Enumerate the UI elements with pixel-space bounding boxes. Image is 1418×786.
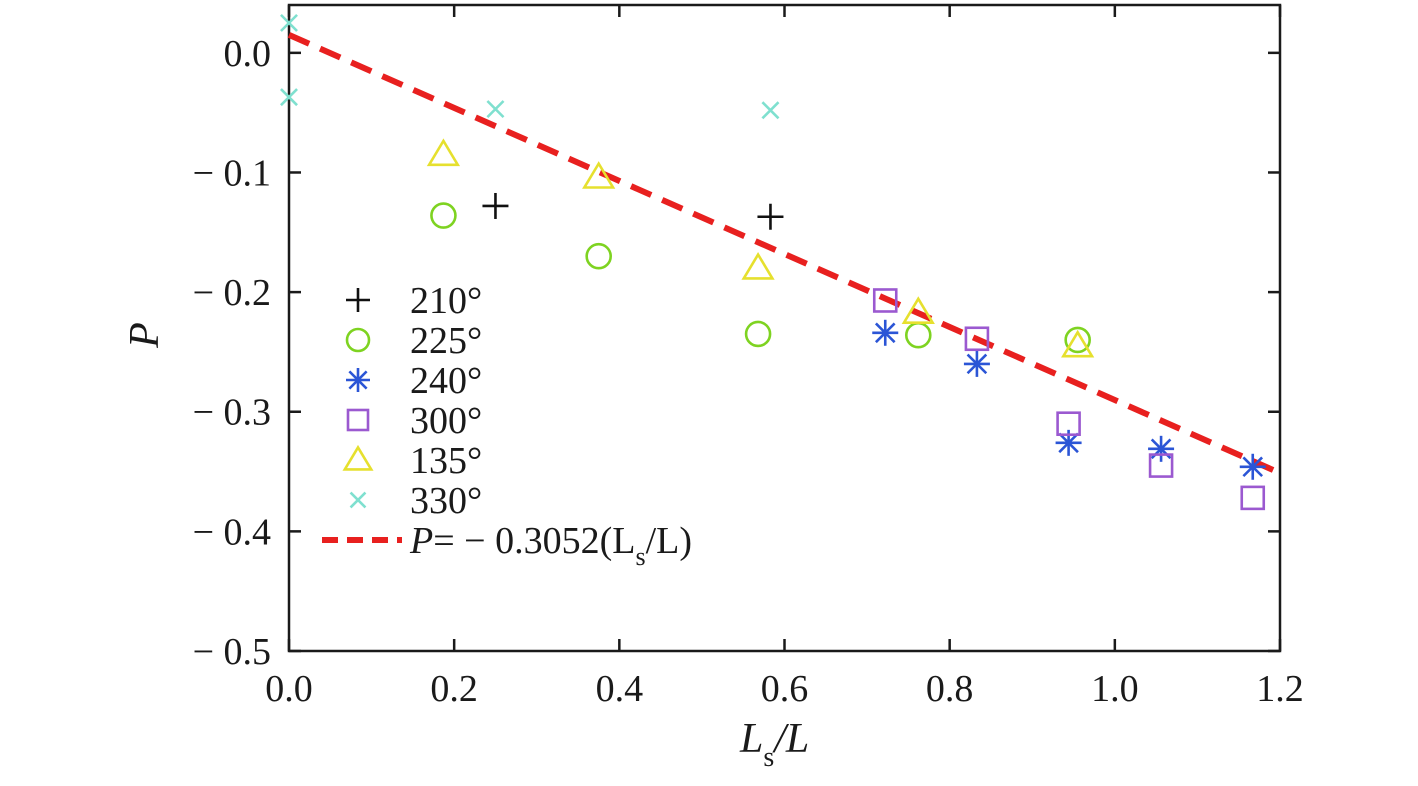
data-point-plus xyxy=(482,192,509,219)
x-axis-label-sub: s xyxy=(763,742,774,773)
data-point-x xyxy=(486,100,505,119)
data-point-square xyxy=(1056,411,1081,437)
legend-marker-square xyxy=(346,408,370,432)
legend-label: 225° xyxy=(410,320,482,362)
data-point-circle xyxy=(904,321,932,349)
x-axis-label-main: L xyxy=(739,716,763,762)
x-axis-label-tail: /L xyxy=(772,716,809,762)
data-point-square xyxy=(1148,453,1174,478)
legend-marker-triangle xyxy=(342,444,374,471)
x-tick-label: 0.8 xyxy=(926,668,974,710)
data-point-x xyxy=(280,88,298,107)
y-tick-label: 0.0 xyxy=(224,33,272,75)
x-tick-label: 1.2 xyxy=(1256,668,1304,710)
legend-marker-circle xyxy=(345,327,371,353)
x-tick-label: 0.6 xyxy=(761,668,809,710)
legend-label: 300° xyxy=(410,400,482,442)
x-tick-label: 1.0 xyxy=(1091,668,1139,710)
y-tick-label: − 0.5 xyxy=(193,631,271,673)
legend-label: 240° xyxy=(410,360,482,402)
data-point-asterisk xyxy=(1239,453,1266,480)
x-axis: 0.0 0.2 0.4 0.6 0.8 1.0 1.2 xyxy=(265,5,1304,710)
x-tick-label: 0.4 xyxy=(596,668,644,710)
legend-label: 135° xyxy=(410,440,482,482)
y-axis: 0.0 − 0.1 − 0.2 − 0.3 − 0.4 − 0.5 xyxy=(193,33,1280,673)
x-tick-label: 0.2 xyxy=(430,668,478,710)
data-point-x xyxy=(761,101,780,120)
legend-fit-label: P= − 0.3052(Ls/L) xyxy=(409,520,692,571)
data-point-circle xyxy=(1064,326,1091,354)
data-point-triangle xyxy=(901,296,935,324)
y-tick-label: − 0.4 xyxy=(193,511,271,553)
legend-label: 330° xyxy=(410,480,482,522)
data-point-triangle xyxy=(582,161,616,189)
legend-marker-plus xyxy=(346,288,370,312)
data-point-asterisk xyxy=(963,350,990,377)
data-point-triangle xyxy=(426,138,461,167)
y-tick-label: − 0.2 xyxy=(193,272,271,314)
fit-line xyxy=(287,32,1282,476)
data-point-x xyxy=(280,13,298,32)
data-point-asterisk xyxy=(1148,435,1175,462)
y-axis-label: P xyxy=(122,322,168,349)
data-point-circle xyxy=(744,320,772,348)
data-point-circle xyxy=(585,242,612,270)
x-axis-label: Ls/L xyxy=(739,716,809,773)
legend-marker-x xyxy=(349,491,367,509)
data-point-triangle xyxy=(741,252,775,280)
y-tick-label: − 0.3 xyxy=(193,392,271,434)
x-tick-label: 0.0 xyxy=(265,668,313,710)
data-point-square xyxy=(872,288,898,313)
data-point-plus xyxy=(757,203,784,230)
data-point-triangle xyxy=(1061,329,1095,358)
legend: 210°225°240°300°135°330°P= − 0.3052(Ls/L… xyxy=(322,280,692,571)
data-points xyxy=(280,13,1266,511)
data-point-asterisk xyxy=(872,319,899,346)
data-point-square xyxy=(1240,485,1266,511)
y-tick-label: − 0.1 xyxy=(193,152,271,194)
legend-marker-asterisk xyxy=(346,368,370,392)
data-point-circle xyxy=(430,202,457,229)
fit-line-path xyxy=(287,32,1282,476)
data-point-square xyxy=(964,326,990,352)
legend-label: 210° xyxy=(410,280,482,322)
